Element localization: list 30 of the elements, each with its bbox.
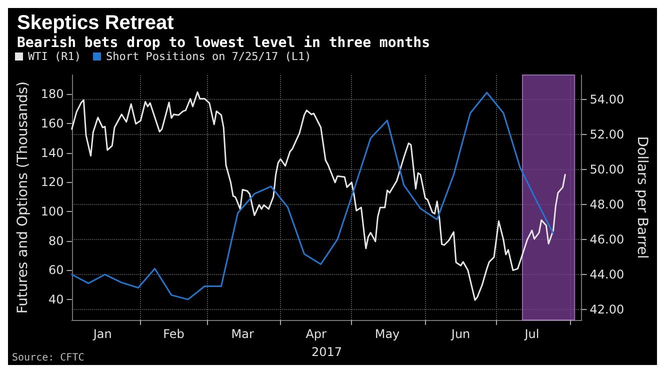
y-tick-label: 160 bbox=[40, 116, 64, 130]
x-axis-title: 2017 bbox=[312, 345, 342, 359]
y-tick-label: 140 bbox=[40, 146, 64, 160]
x-tick-label: Apr bbox=[306, 327, 327, 341]
x-tick-label: May bbox=[374, 327, 400, 341]
y-axis-title: Futures and Options (Thousands) bbox=[15, 81, 31, 314]
chart-title: Skeptics Retreat bbox=[17, 12, 174, 34]
y2-tick-label: 46.00 bbox=[590, 232, 624, 246]
y2-axis-title: Dollars per Barrel bbox=[634, 136, 650, 259]
y-tick-label: 40 bbox=[48, 292, 64, 306]
legend-label: WTI (R1) bbox=[28, 50, 81, 63]
legend-label: Short Positions on 7/25/17 (L1) bbox=[106, 50, 312, 63]
source-note: Source: CFTC bbox=[12, 352, 84, 364]
y2-tick-label: 52.00 bbox=[590, 128, 624, 142]
y2-tick-label: 42.00 bbox=[590, 302, 624, 316]
x-tick-label: Jan bbox=[92, 327, 112, 341]
y-tick-label: 100 bbox=[40, 204, 64, 218]
y-tick-label: 180 bbox=[40, 87, 64, 102]
y-tick-label: 60 bbox=[48, 263, 64, 278]
y2-tick-label: 50.00 bbox=[590, 162, 624, 176]
y2-tick-label: 44.00 bbox=[590, 268, 624, 282]
y-tick-label: 120 bbox=[40, 175, 64, 190]
y2-tick-label: 48.00 bbox=[590, 198, 624, 212]
x-tick-label: Jul bbox=[524, 327, 540, 341]
x-tick-label: Feb bbox=[163, 327, 184, 341]
x-tick-label: Mar bbox=[231, 327, 254, 341]
chart-subtitle: Bearish bets drop to lowest level in three months bbox=[17, 35, 430, 51]
x-tick-label: Jun bbox=[450, 327, 470, 341]
y2-tick-label: 54.00 bbox=[590, 92, 624, 106]
y-tick-label: 80 bbox=[48, 234, 64, 248]
